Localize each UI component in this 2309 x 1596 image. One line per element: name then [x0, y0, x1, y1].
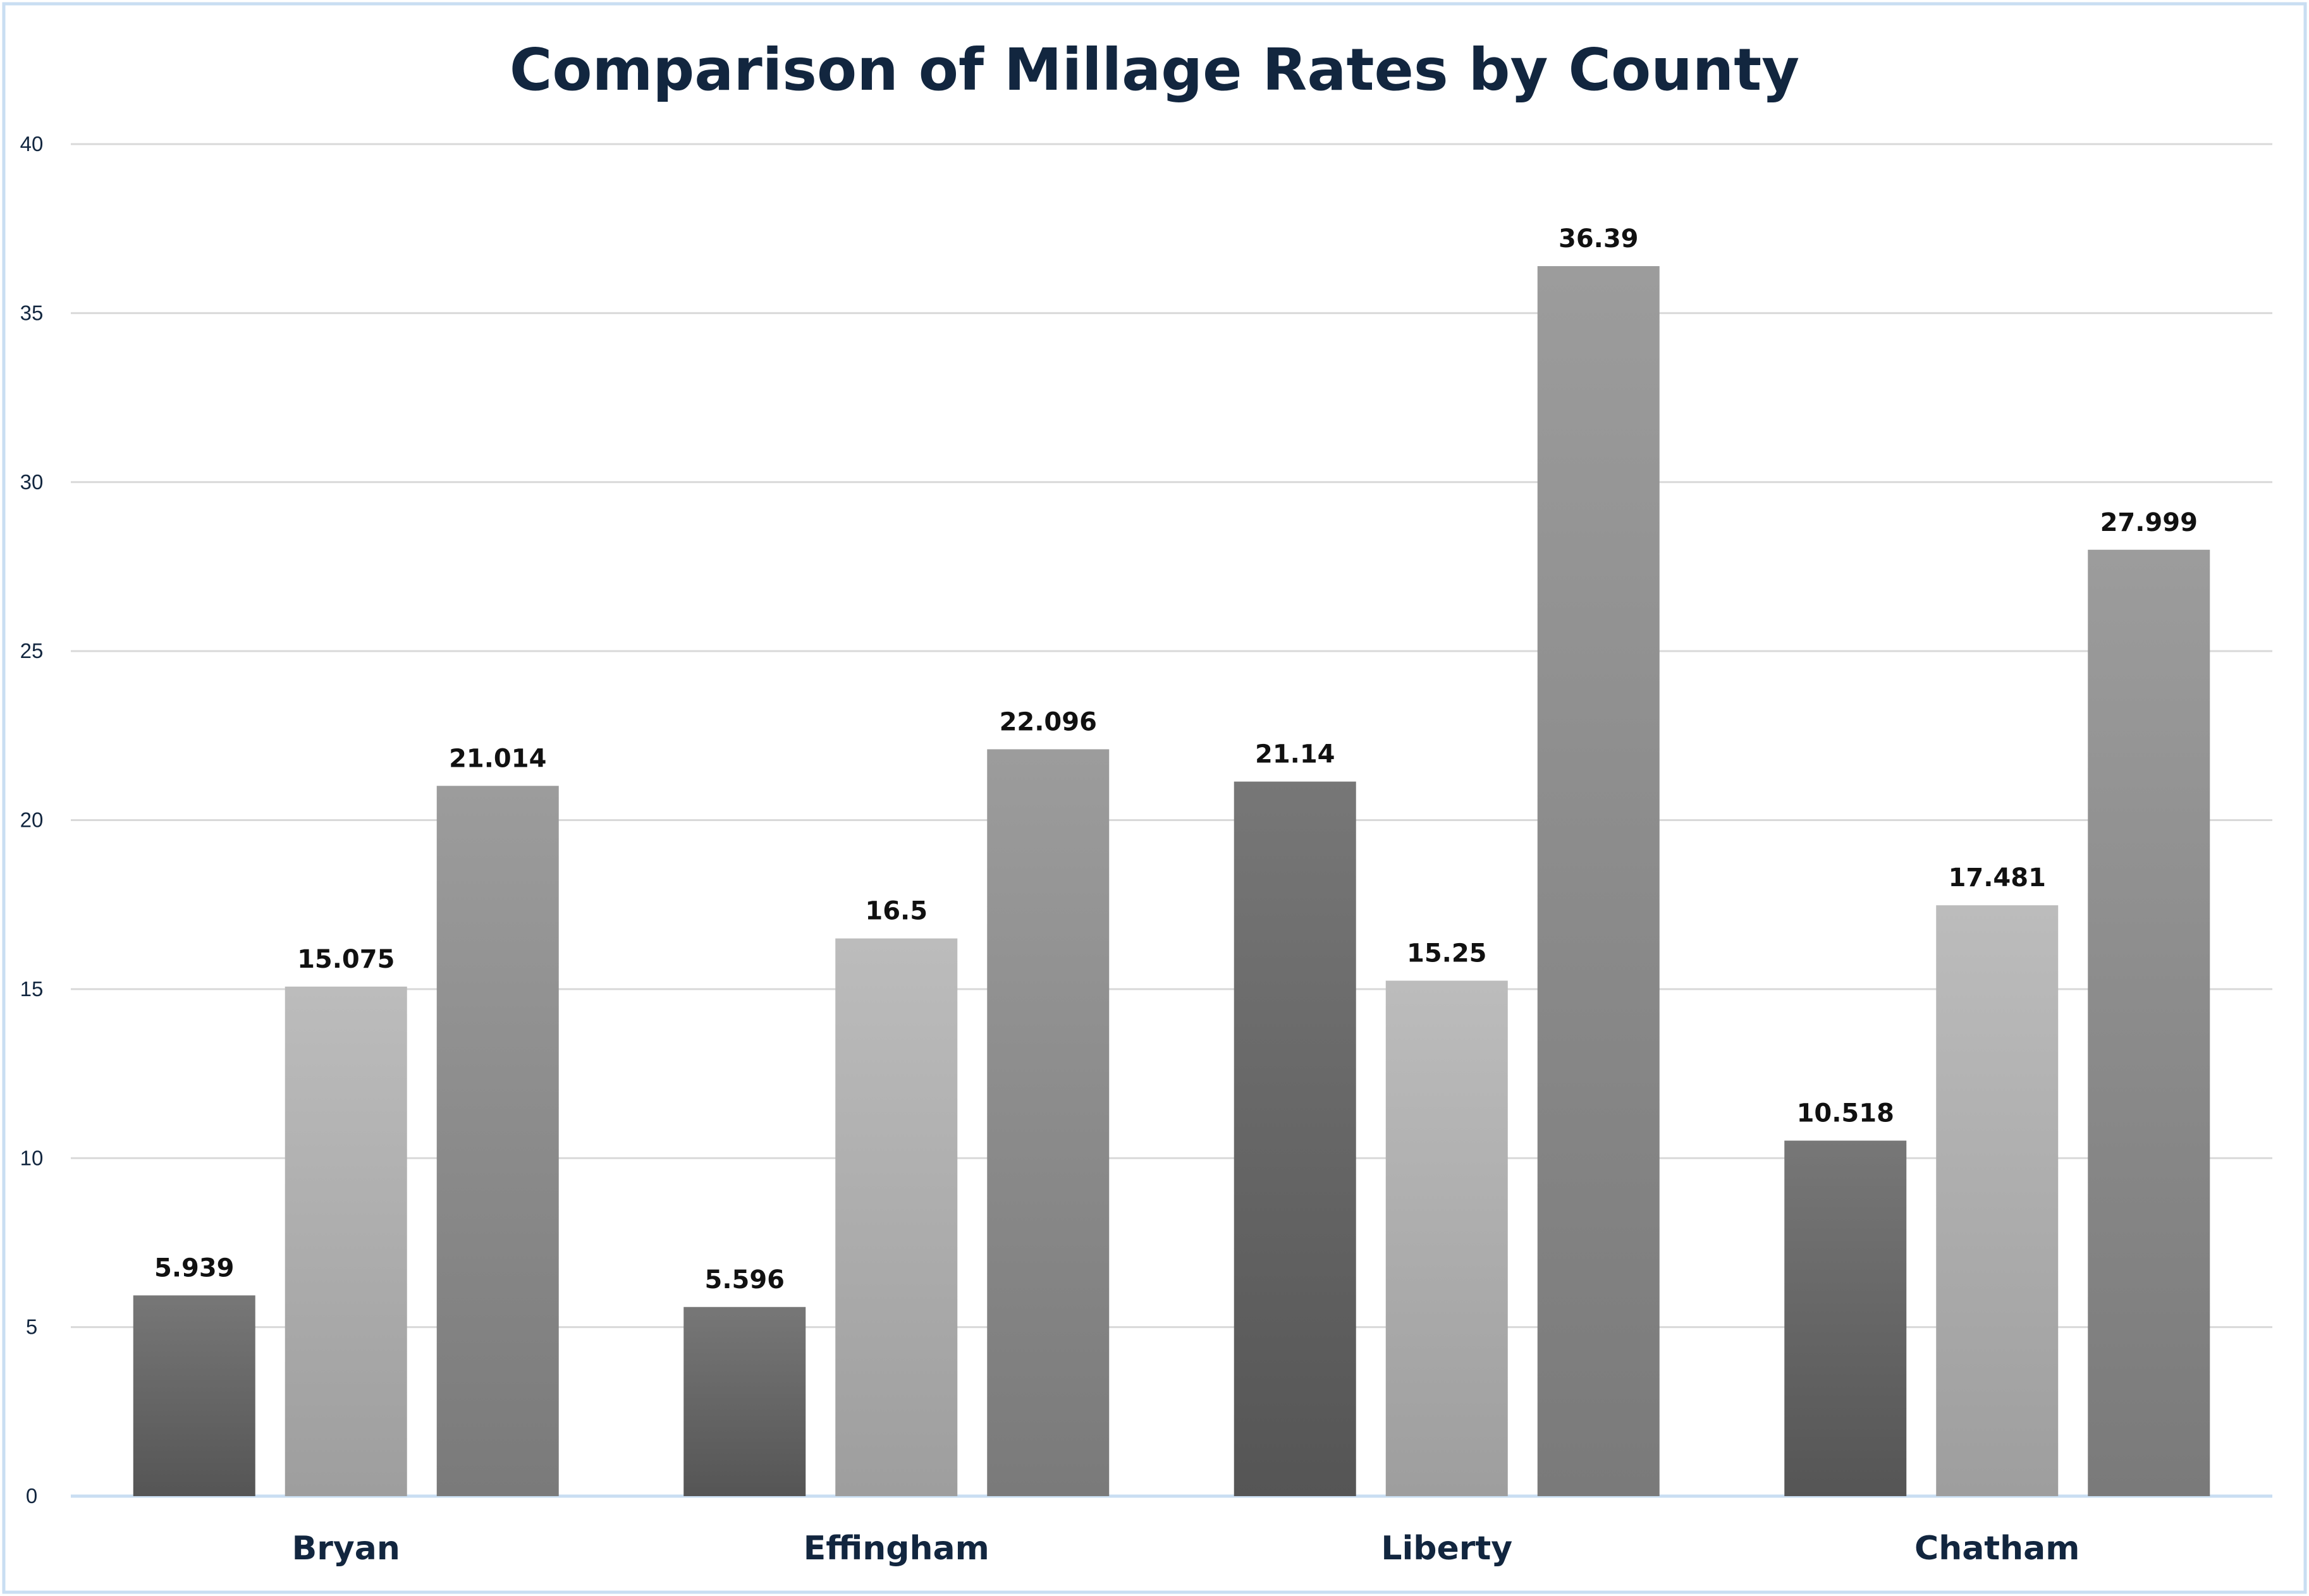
data-label: 16.5 — [865, 897, 928, 926]
bar-chatham-series-2 — [1936, 905, 2059, 1496]
category-label: Liberty — [1381, 1530, 1512, 1568]
y-tick-label: 40 — [20, 132, 44, 155]
data-label: 22.096 — [1000, 707, 1097, 736]
y-tick-label: 35 — [20, 301, 44, 324]
y-tick-label: 10 — [20, 1146, 44, 1169]
x-axis-categories: Bryan Effingham Liberty Chatham — [292, 1530, 2080, 1568]
bar-chatham-series-1 — [1784, 1140, 1907, 1496]
chart-title: Comparison of Millage Rates by County — [510, 36, 1799, 104]
bar-liberty-series-3 — [1537, 266, 1660, 1497]
bar-effingham-series-3 — [987, 749, 1110, 1496]
bar-liberty-series-2 — [1385, 980, 1508, 1496]
bar-chatham-series-3 — [2088, 549, 2210, 1497]
bar-bryan-series-3 — [436, 786, 559, 1496]
category-label: Bryan — [292, 1530, 400, 1568]
data-label: 21.014 — [449, 744, 546, 773]
bar-bryan-series-1 — [133, 1295, 255, 1496]
category-label: Effingham — [804, 1530, 989, 1568]
data-labels: 5.939 15.075 21.014 5.596 16.5 22.096 21.14 15.… — [154, 224, 2198, 1294]
category-label: Chatham — [1914, 1530, 2079, 1568]
data-label: 36.39 — [1559, 224, 1639, 253]
data-label: 5.596 — [704, 1265, 785, 1294]
data-label: 10.518 — [1797, 1099, 1894, 1128]
bar-effingham-series-1 — [683, 1307, 806, 1496]
y-tick-label: 20 — [20, 808, 44, 832]
y-tick-label: 15 — [20, 977, 44, 1001]
data-label: 15.075 — [297, 945, 395, 974]
y-tick-label: 0 — [26, 1484, 37, 1508]
y-tick-label: 5 — [26, 1315, 37, 1339]
bar-effingham-series-2 — [835, 938, 958, 1496]
data-label: 17.481 — [1949, 863, 2046, 892]
data-label: 15.25 — [1407, 939, 1487, 968]
data-label: 21.14 — [1255, 740, 1335, 769]
bars — [133, 266, 2210, 1497]
bar-bryan-series-2 — [285, 986, 407, 1496]
data-label: 5.939 — [154, 1253, 235, 1282]
y-tick-label: 30 — [20, 470, 44, 494]
bar-liberty-series-1 — [1234, 781, 1356, 1496]
data-label: 27.999 — [2100, 508, 2198, 537]
y-axis-ticks: 0 5 10 15 20 25 30 35 40 — [20, 132, 44, 1508]
y-tick-label: 25 — [20, 639, 44, 662]
